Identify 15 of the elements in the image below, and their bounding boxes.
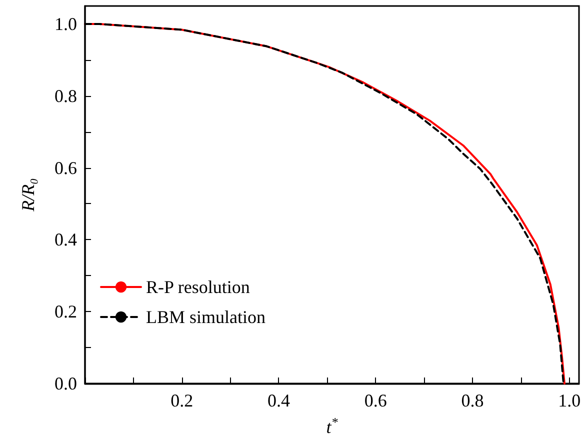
y-tick-label: 0.8 bbox=[54, 86, 77, 106]
y-axis-title: R/R₀ bbox=[18, 178, 38, 212]
x-axis-title: t* bbox=[326, 414, 338, 437]
y-tick-label: 0.6 bbox=[54, 158, 77, 178]
y-tick-label: 0.4 bbox=[54, 230, 77, 250]
y-tick-label: 0.2 bbox=[54, 302, 77, 322]
x-tick-label: 1.0 bbox=[558, 390, 581, 410]
x-tick-label: 0.4 bbox=[267, 390, 290, 410]
x-tick-label: 0.6 bbox=[364, 390, 387, 410]
x-tick-label: 0.2 bbox=[170, 390, 194, 410]
legend-label: R-P resolution bbox=[146, 277, 250, 297]
y-tick-label: 0.0 bbox=[54, 374, 77, 394]
y-tick-label: 1.0 bbox=[54, 14, 77, 34]
x-tick-label: 0.8 bbox=[461, 390, 484, 410]
legend-label: LBM simulation bbox=[146, 307, 266, 327]
